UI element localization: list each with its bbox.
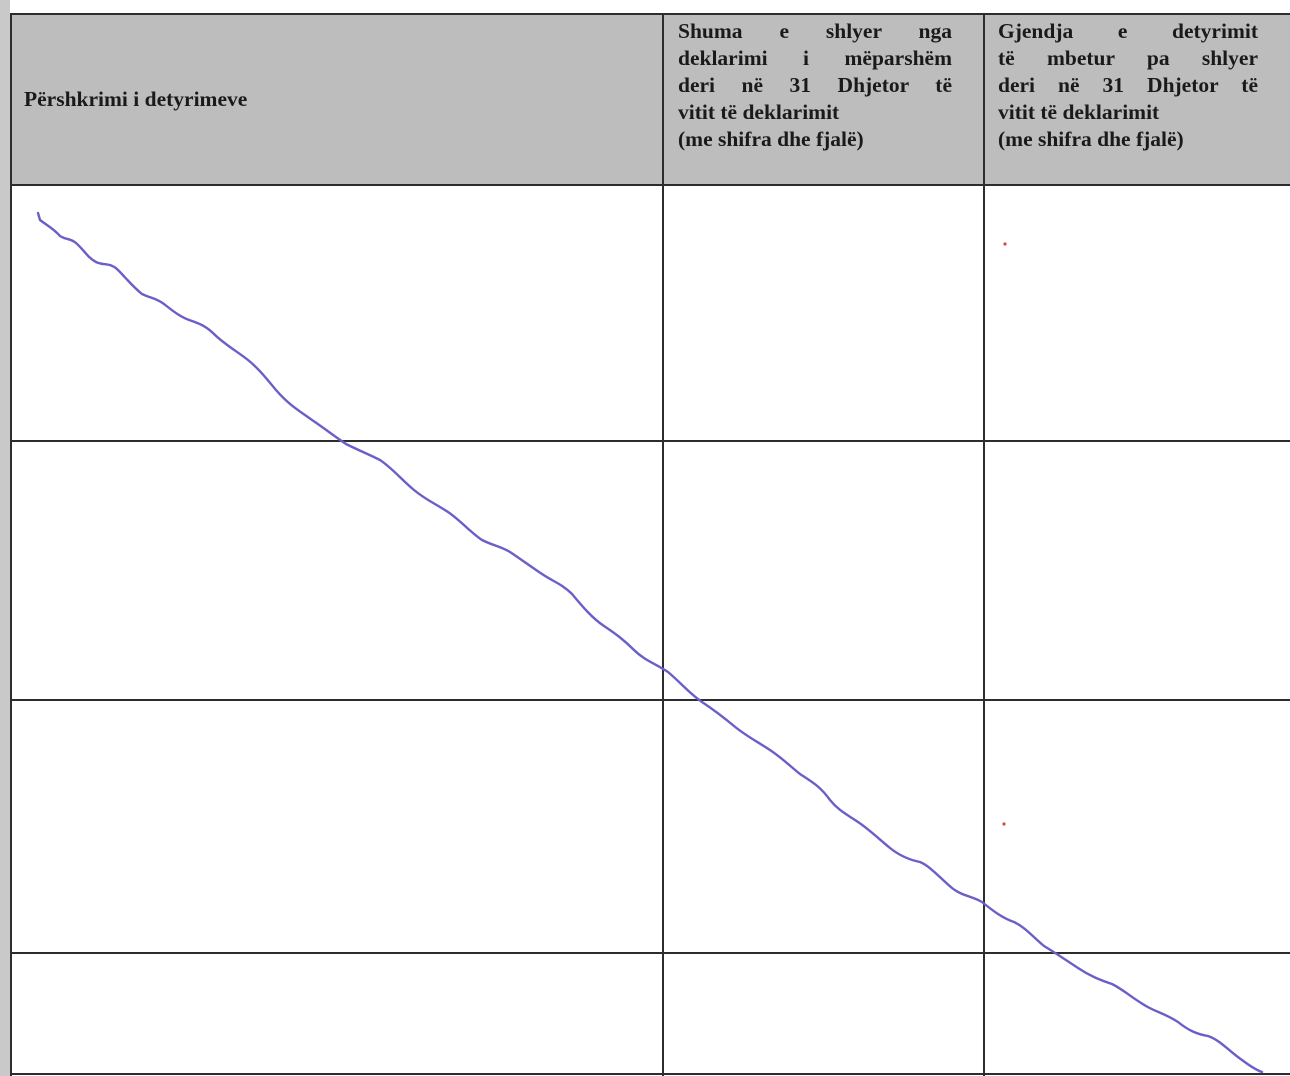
- header-remaining-balance: Gjendja e detyrimit të mbetur pa shlyer …: [998, 18, 1258, 153]
- table-bottom-border: [11, 1073, 1290, 1075]
- header-remaining-balance-line: (me shifra dhe fjalë): [998, 127, 1184, 151]
- table-row: [12, 954, 1288, 1073]
- header-amount-repaid-line: deklarimi i mëparshëm: [678, 46, 952, 70]
- table-top-border: [11, 13, 1290, 15]
- header-amount-repaid-line: (me shifra dhe fjalë): [678, 127, 864, 151]
- table-row: [12, 442, 1288, 699]
- header-remaining-balance-line: Gjendja e detyrimit: [998, 19, 1258, 43]
- header-description-of-liabilities: Përshkrimi i detyrimeve: [24, 87, 248, 111]
- header-remaining-balance-line: të mbetur pa shlyer: [998, 46, 1258, 70]
- table-row: [12, 701, 1288, 952]
- header-amount-repaid-line: vitit të deklarimit: [678, 100, 840, 124]
- table-header-bottom-border: [11, 184, 1290, 186]
- header-amount-repaid: Shuma e shlyer nga deklarimi i mëparshëm…: [678, 18, 952, 153]
- header-remaining-balance-line: deri në 31 Dhjetor të: [998, 73, 1258, 97]
- table-header-background: [11, 14, 1290, 185]
- header-remaining-balance-line: vitit të deklarimit: [998, 100, 1160, 124]
- header-amount-repaid-line: deri në 31 Dhjetor të: [678, 73, 952, 97]
- table-left-border: [10, 13, 12, 1076]
- table-row: [12, 186, 1288, 440]
- header-amount-repaid-line: Shuma e shlyer nga: [678, 19, 952, 43]
